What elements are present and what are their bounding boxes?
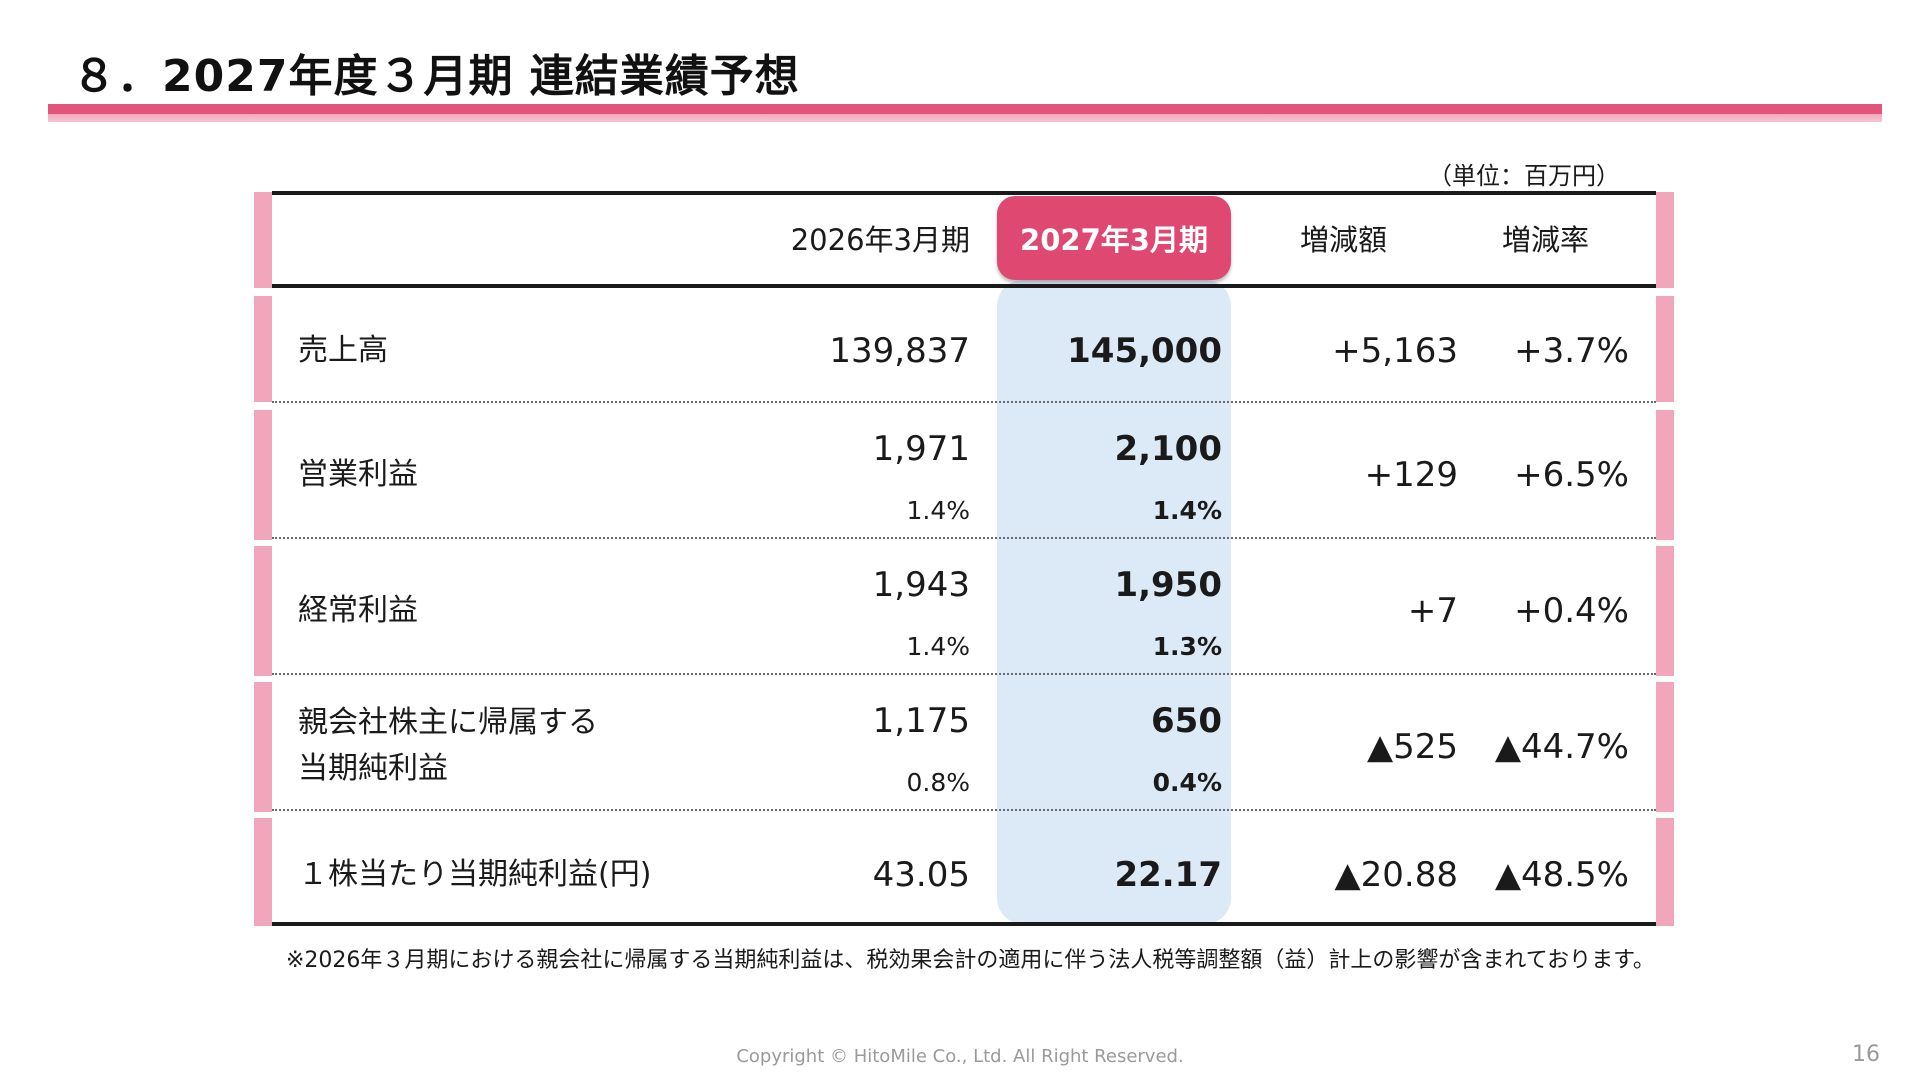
footnote: ※2026年３月期における親会社に帰属する当期純利益は、税効果会計の適用に伴う法…	[286, 948, 1655, 973]
row-divider	[272, 537, 1656, 539]
unit-label: （単位：百万円）	[1428, 162, 1620, 190]
copyright: Copyright © HitoMile Co., Ltd. All Right…	[736, 1046, 1184, 1067]
title-underline	[48, 104, 1882, 122]
header-rate: 増減率	[1502, 223, 1590, 257]
ordinary-profit-rate: +0.4%	[1514, 591, 1629, 631]
row-side-bar	[1656, 546, 1674, 676]
operating-profit-prev: 1,971	[872, 429, 970, 469]
table-bottom-rule	[272, 922, 1656, 926]
row-label-operating-profit: 営業利益	[298, 457, 418, 492]
row-divider	[272, 401, 1656, 403]
row-divider	[272, 673, 1656, 675]
row-side-bar	[1656, 682, 1674, 812]
net-income-prev-margin: 0.8%	[906, 768, 970, 797]
operating-profit-diff: +129	[1364, 455, 1458, 495]
net-income-diff: ▲525	[1366, 727, 1458, 767]
row-side-bar	[254, 818, 272, 926]
table-top-rule	[272, 191, 1656, 195]
operating-profit-rate: +6.5%	[1514, 455, 1629, 495]
operating-profit-prev-margin: 1.4%	[906, 496, 970, 525]
eps-forecast: 22.17	[1114, 855, 1222, 895]
row-label-net-income-line2: 当期純利益	[298, 751, 448, 786]
page-title: ８．2027年度３月期 連結業績予想	[72, 51, 800, 102]
sales-prev: 139,837	[829, 331, 970, 371]
ordinary-profit-forecast: 1,950	[1114, 565, 1222, 605]
row-side-bar	[1656, 410, 1674, 540]
header-forecast-year: 2027年3月期	[997, 196, 1231, 280]
eps-rate: ▲48.5%	[1494, 855, 1629, 895]
ordinary-profit-diff: +7	[1407, 591, 1458, 631]
sales-diff: +5,163	[1332, 331, 1458, 371]
net-income-forecast-margin: 0.4%	[1152, 768, 1222, 797]
operating-profit-forecast-margin: 1.4%	[1152, 496, 1222, 525]
row-side-bar	[254, 682, 272, 812]
eps-prev: 43.05	[872, 855, 970, 895]
row-side-bar	[254, 296, 272, 402]
row-label-net-income-line1: 親会社株主に帰属する	[298, 705, 598, 740]
operating-profit-forecast: 2,100	[1114, 429, 1222, 469]
sales-rate: +3.7%	[1514, 331, 1629, 371]
row-side-bar	[254, 410, 272, 540]
ordinary-profit-prev: 1,943	[872, 565, 970, 605]
header-prev-year: 2026年3月期	[790, 223, 970, 257]
sales-forecast: 145,000	[1067, 331, 1222, 371]
net-income-forecast: 650	[1151, 701, 1222, 741]
net-income-prev: 1,175	[872, 701, 970, 741]
ordinary-profit-prev-margin: 1.4%	[906, 632, 970, 661]
row-side-bar	[254, 192, 272, 288]
header-bottom-rule	[272, 284, 1656, 288]
row-label-eps: １株当たり当期純利益(円)	[298, 857, 652, 892]
row-side-bar	[1656, 818, 1674, 926]
row-side-bar	[1656, 192, 1674, 288]
forecast-column-highlight	[997, 280, 1231, 924]
header-diff: 増減額	[1300, 223, 1388, 257]
net-income-rate: ▲44.7%	[1494, 727, 1629, 767]
row-divider	[272, 809, 1656, 811]
page-number: 16	[1852, 1042, 1880, 1067]
row-side-bar	[1656, 296, 1674, 402]
row-label-ordinary-profit: 経常利益	[298, 593, 418, 628]
eps-diff: ▲20.88	[1334, 855, 1458, 895]
row-label-sales: 売上高	[298, 333, 388, 368]
ordinary-profit-forecast-margin: 1.3%	[1152, 632, 1222, 661]
row-side-bar	[254, 546, 272, 676]
